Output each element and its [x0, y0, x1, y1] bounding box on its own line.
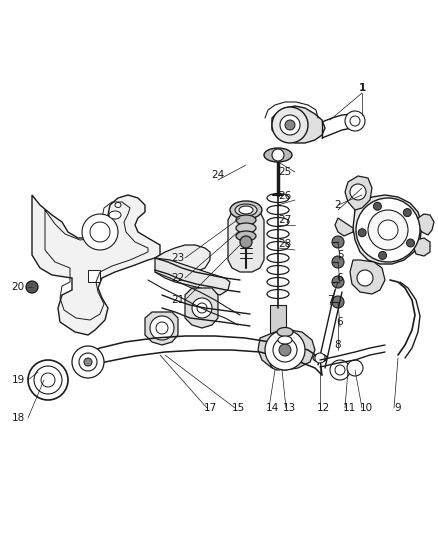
Circle shape: [285, 120, 295, 130]
Ellipse shape: [313, 354, 327, 362]
Ellipse shape: [239, 206, 253, 214]
Text: 18: 18: [11, 413, 25, 423]
Circle shape: [403, 208, 411, 216]
Circle shape: [332, 296, 344, 308]
Circle shape: [335, 365, 345, 375]
Circle shape: [240, 236, 252, 248]
Polygon shape: [32, 195, 160, 335]
Ellipse shape: [236, 231, 256, 241]
Circle shape: [84, 358, 92, 366]
Polygon shape: [145, 312, 178, 345]
Circle shape: [350, 116, 360, 126]
Circle shape: [272, 107, 308, 143]
Text: 20: 20: [11, 282, 25, 292]
Circle shape: [358, 229, 366, 237]
Polygon shape: [414, 238, 430, 256]
Polygon shape: [272, 106, 325, 143]
Text: 19: 19: [11, 375, 25, 385]
Text: 28: 28: [279, 239, 292, 249]
Polygon shape: [155, 245, 210, 272]
Polygon shape: [353, 195, 422, 264]
Circle shape: [357, 270, 373, 286]
Text: 5: 5: [337, 250, 343, 260]
Text: 10: 10: [360, 403, 373, 413]
Circle shape: [273, 338, 297, 362]
Polygon shape: [335, 218, 353, 236]
Text: 24: 24: [212, 170, 225, 180]
Circle shape: [347, 360, 363, 376]
Text: 23: 23: [171, 253, 185, 263]
Polygon shape: [88, 270, 100, 282]
Text: 7: 7: [327, 295, 333, 305]
Polygon shape: [350, 260, 385, 294]
Circle shape: [368, 210, 408, 250]
Circle shape: [28, 360, 68, 400]
Text: 11: 11: [343, 403, 356, 413]
Circle shape: [156, 322, 168, 334]
Ellipse shape: [236, 215, 256, 225]
Circle shape: [356, 198, 420, 262]
Text: 27: 27: [279, 215, 292, 225]
Circle shape: [350, 184, 366, 200]
Circle shape: [279, 344, 291, 356]
Polygon shape: [270, 305, 286, 360]
Ellipse shape: [115, 203, 121, 207]
Text: 1: 1: [358, 83, 366, 93]
Text: 2: 2: [335, 200, 341, 210]
Polygon shape: [418, 214, 434, 235]
Circle shape: [82, 214, 118, 250]
Circle shape: [192, 298, 212, 318]
Circle shape: [90, 222, 110, 242]
Text: 9: 9: [395, 403, 401, 413]
Circle shape: [197, 303, 207, 313]
Circle shape: [332, 256, 344, 268]
Circle shape: [406, 239, 414, 247]
Circle shape: [34, 366, 62, 394]
Ellipse shape: [235, 204, 257, 216]
Circle shape: [150, 316, 174, 340]
Circle shape: [332, 236, 344, 248]
Text: 17: 17: [203, 403, 217, 413]
Ellipse shape: [230, 201, 262, 219]
Polygon shape: [155, 258, 230, 295]
Circle shape: [270, 354, 286, 370]
Text: 15: 15: [231, 403, 245, 413]
Circle shape: [272, 149, 284, 161]
Text: 14: 14: [265, 403, 279, 413]
Text: 21: 21: [171, 295, 185, 305]
Text: 8: 8: [335, 340, 341, 350]
Ellipse shape: [277, 327, 293, 336]
Text: 25: 25: [279, 167, 292, 177]
Ellipse shape: [236, 223, 256, 233]
Circle shape: [41, 373, 55, 387]
Text: 13: 13: [283, 403, 296, 413]
Circle shape: [345, 111, 365, 131]
Text: 12: 12: [316, 403, 330, 413]
Circle shape: [265, 330, 305, 370]
Circle shape: [378, 252, 387, 260]
Text: 26: 26: [279, 191, 292, 201]
Circle shape: [330, 360, 350, 380]
Polygon shape: [345, 176, 372, 210]
Polygon shape: [258, 330, 315, 370]
Circle shape: [79, 353, 97, 371]
Circle shape: [280, 115, 300, 135]
Circle shape: [26, 281, 38, 293]
Circle shape: [72, 346, 104, 378]
Circle shape: [374, 202, 381, 210]
Polygon shape: [228, 208, 264, 272]
Text: 6: 6: [337, 317, 343, 327]
Ellipse shape: [278, 336, 292, 344]
Ellipse shape: [264, 148, 292, 162]
Text: 22: 22: [171, 273, 185, 283]
Polygon shape: [185, 288, 218, 328]
Ellipse shape: [109, 211, 121, 219]
Circle shape: [332, 276, 344, 288]
Text: 6: 6: [337, 273, 343, 283]
Circle shape: [274, 358, 282, 366]
Circle shape: [378, 220, 398, 240]
Circle shape: [315, 353, 325, 363]
